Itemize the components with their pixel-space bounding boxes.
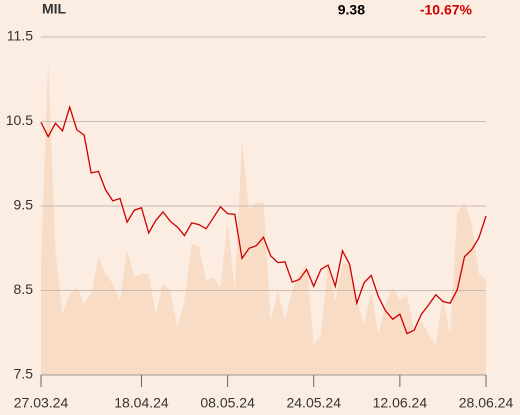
price-line: [40, 104, 487, 335]
y-tick-label: 7.5: [14, 366, 34, 382]
x-tick-label: 12.06.24: [373, 395, 428, 411]
volume-area: [41, 60, 486, 375]
x-tick-label: 08.05.24: [200, 395, 255, 411]
x-tick-label: 18.04.24: [114, 395, 169, 411]
y-tick-label: 10.5: [6, 112, 33, 128]
x-tick-label: 24.05.24: [286, 395, 341, 411]
y-tick-label: 8.5: [14, 281, 34, 297]
y-tick-label: 11.5: [7, 28, 33, 44]
price-change: -10.67%: [420, 2, 473, 18]
y-tick-label: 9.5: [14, 197, 34, 213]
x-tick-label: 28.06.24: [459, 395, 514, 411]
chart-title: MIL: [42, 1, 67, 17]
x-tick-label: 27.03.24: [14, 395, 69, 411]
last-price: 9.38: [338, 2, 365, 18]
